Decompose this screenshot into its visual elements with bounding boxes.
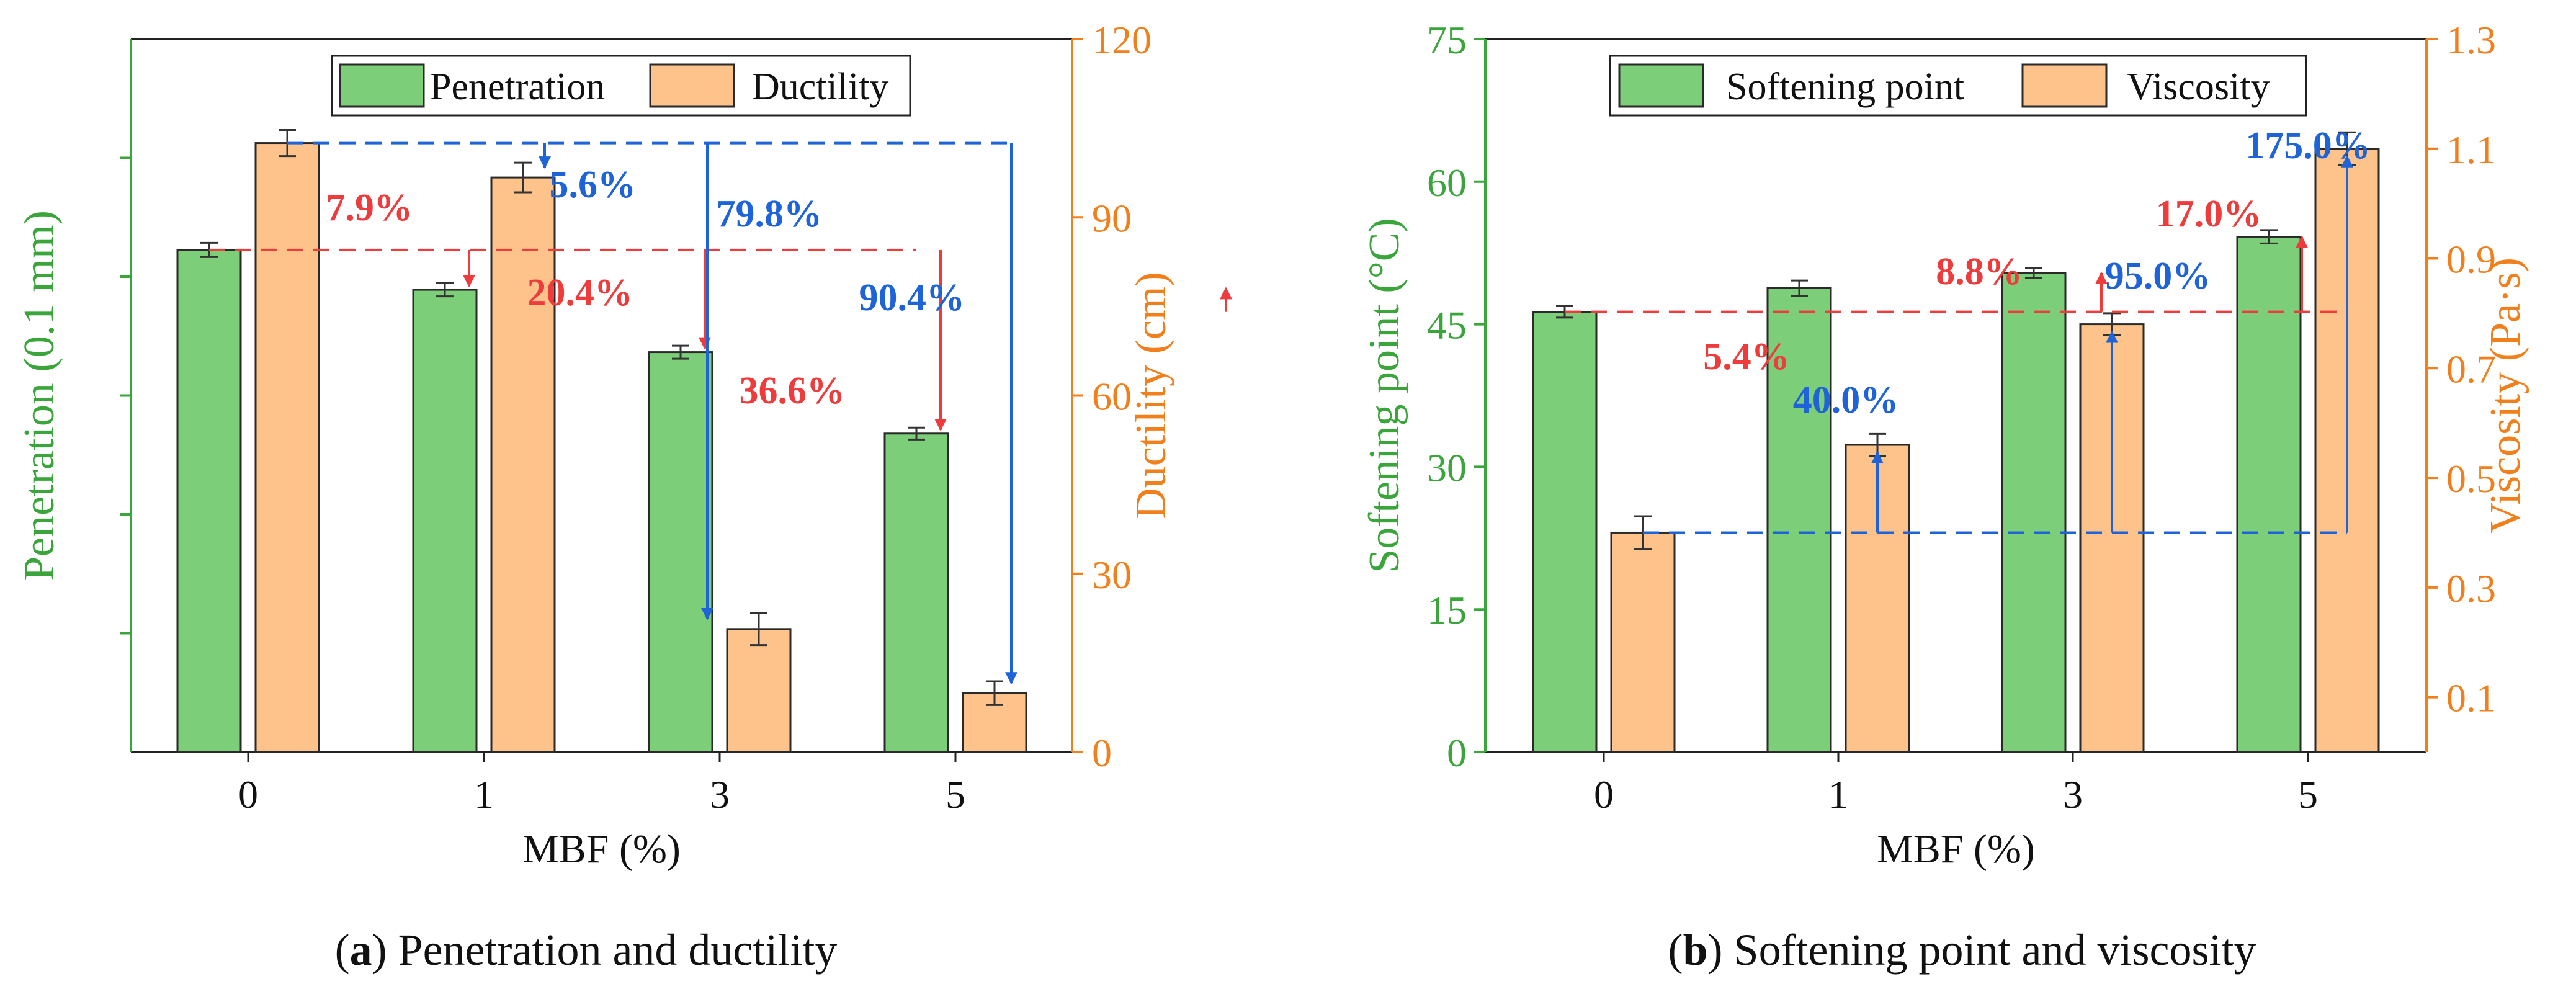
x-axis-tick-label: 5 — [946, 772, 965, 817]
legend-box — [1609, 55, 2307, 117]
x-axis-tick-label: 3 — [2063, 772, 2083, 817]
annotation-label: 90.4% — [859, 277, 965, 319]
annotation-label: 36.6% — [740, 370, 846, 412]
right-axis-tick-label: 30 — [1092, 553, 1132, 597]
right-axis-tick-label: 0 — [1092, 731, 1112, 775]
caption-letter: b — [1683, 925, 1708, 975]
annotation-label: 40.0% — [1793, 379, 1899, 421]
legend-label: Ductility — [752, 66, 888, 108]
legend-swatch — [1618, 63, 1704, 108]
caption-text: ) Penetration and ductility — [372, 925, 838, 975]
annotation-label: 20.4% — [527, 272, 633, 314]
right-axis-tick-label: 1.1 — [2446, 128, 2496, 172]
left-axis-title: Softening point (°C) — [1361, 218, 1408, 573]
x-axis-tick-label: 0 — [238, 772, 258, 817]
left-axis-tick-label: 75 — [1427, 18, 1467, 62]
annotation-label: 79.8% — [717, 193, 823, 235]
panel-b-chart: 015304560750.10.30.50.70.91.11.3Softenin… — [1220, 18, 2529, 975]
annotation-label: 5.4% — [1703, 336, 1790, 378]
right-axis-tick-label: 0.5 — [2446, 457, 2496, 501]
bar — [1532, 311, 1598, 753]
legend-label: Penetration — [430, 66, 605, 108]
legend-swatch — [2021, 63, 2108, 108]
right-axis-tick-label: 60 — [1092, 375, 1132, 419]
caption-open: ( — [1668, 925, 1683, 975]
legend-label: Softening point — [1726, 66, 1964, 108]
left-axis-tick-label: 30 — [1427, 445, 1467, 490]
x-axis-title: MBF (%) — [1877, 826, 2035, 872]
right-axis-tick-label: 0.1 — [2446, 676, 2496, 720]
panel-caption: (b) Softening point and viscosity — [1668, 925, 2256, 975]
bar — [2236, 236, 2302, 753]
left-axis-tick-label: 0 — [1447, 731, 1467, 775]
bar — [883, 432, 949, 753]
caption-open: ( — [335, 925, 350, 975]
x-axis-tick-label: 1 — [1828, 772, 1848, 817]
caption-text: ) Softening point and viscosity — [1708, 925, 2256, 975]
annotation-label: 17.0% — [2156, 193, 2262, 235]
x-axis-tick-label: 1 — [474, 772, 494, 817]
bar — [1610, 531, 1676, 753]
panel-caption: (a) Penetration and ductility — [335, 925, 838, 975]
bar — [726, 628, 792, 753]
right-axis-tick-label: 120 — [1092, 18, 1152, 62]
right-axis-tick-label: 90 — [1092, 196, 1132, 240]
x-axis-title: MBF (%) — [522, 826, 681, 872]
left-axis-title: Penetration (0.1 mm) — [16, 210, 63, 581]
caption-letter: a — [350, 925, 372, 975]
right-axis-title: Ductility (cm) — [1127, 272, 1175, 519]
x-axis-tick-label: 3 — [710, 772, 730, 817]
bar — [648, 351, 713, 753]
annotation-label: 8.8% — [1936, 251, 2023, 293]
annotation-label: 175.0% — [2245, 125, 2371, 167]
annotation-label: 95.0% — [2105, 255, 2211, 297]
bar — [176, 249, 242, 753]
left-axis-tick-label: 45 — [1427, 303, 1467, 347]
legend-swatch — [649, 63, 735, 108]
legend-box — [331, 55, 911, 117]
annotation-label: 7.9% — [326, 187, 413, 229]
legend-swatch — [339, 63, 425, 108]
right-axis-tick-label: 1.3 — [2446, 18, 2496, 62]
right-axis-tick-label: 0.9 — [2446, 238, 2496, 282]
bar — [490, 176, 556, 753]
bar — [2001, 272, 2067, 753]
right-axis-title: Viscosity (Pa·s) — [2482, 257, 2529, 534]
bar — [254, 142, 320, 753]
right-axis-tick-label: 0.7 — [2446, 347, 2496, 391]
x-axis-tick-label: 0 — [1594, 772, 1614, 817]
annotation-label: 5.6% — [550, 164, 637, 206]
left-axis-tick-label: 15 — [1427, 588, 1467, 632]
left-axis-tick-label: 60 — [1427, 161, 1467, 205]
right-axis-tick-label: 0.3 — [2446, 566, 2496, 611]
legend-label: Viscosity — [2127, 66, 2270, 108]
x-axis-tick-label: 5 — [2298, 772, 2318, 817]
bar — [412, 289, 478, 753]
